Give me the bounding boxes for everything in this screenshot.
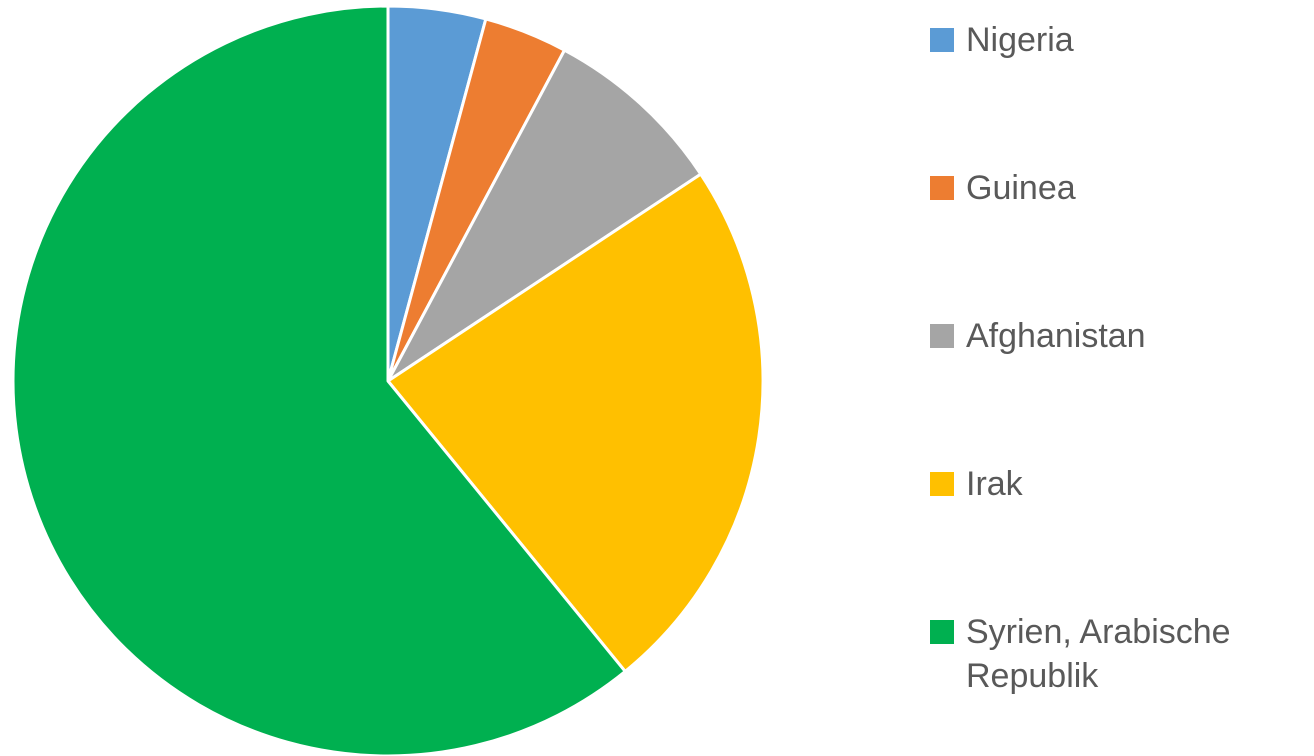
legend-item: Afghanistan (930, 314, 1310, 358)
pie-slice (11, 4, 627, 756)
legend-label: Syrien, Arabische Republik (966, 613, 1231, 695)
legend-swatch (930, 324, 954, 348)
legend-item: Irak (930, 462, 1310, 506)
pie-slice (386, 48, 703, 383)
legend-item: Guinea (930, 166, 1310, 210)
legend-item: Syrien, Arabische Republik (930, 610, 1310, 698)
legend-swatch (930, 28, 954, 52)
legend-item: Nigeria (930, 18, 1310, 62)
legend-swatch (930, 472, 954, 496)
legend-label: Nigeria (966, 21, 1074, 59)
pie-chart (11, 4, 765, 756)
legend: Nigeria Guinea Afghanistan Irak Syrien, Arab… (930, 0, 1310, 756)
legend-label: Guinea (966, 169, 1076, 207)
pie-slice (386, 172, 765, 673)
legend-label: Afghanistan (966, 317, 1146, 355)
legend-swatch (930, 620, 954, 644)
legend-swatch (930, 176, 954, 200)
legend-label: Irak (966, 465, 1023, 503)
